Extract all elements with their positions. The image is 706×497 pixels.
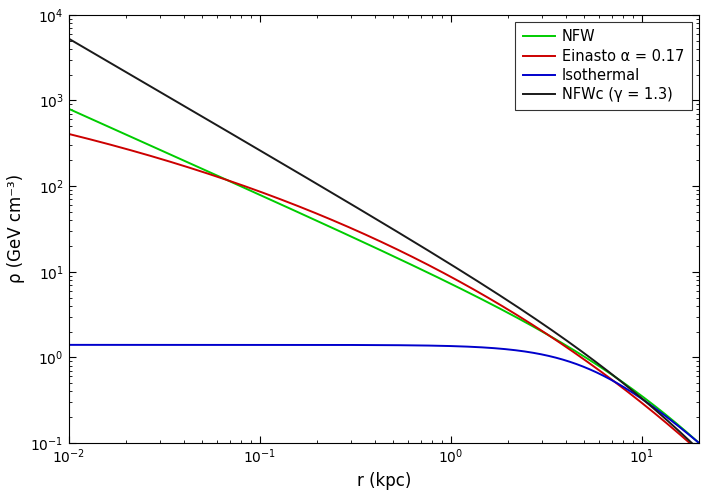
X-axis label: r (kpc): r (kpc) [357, 472, 411, 490]
NFW [371, 245, 379, 250]
Legend: NFW, Einasto α = 0.17, Isothermal, NFWc (γ = 1.3): NFW, Einasto α = 0.17, Isothermal, NFWc … [515, 22, 692, 110]
NFW [561, 342, 569, 348]
Isothermal [695, 440, 703, 446]
Line: NFW: NFW [68, 109, 699, 443]
NFWc (γ = 1.3) [676, 430, 685, 436]
NFW [695, 440, 703, 446]
NFWc (γ = 1.3) [561, 336, 569, 342]
NFWc (γ = 1.3) [676, 429, 685, 435]
Line: NFWc (γ = 1.3): NFWc (γ = 1.3) [68, 39, 699, 450]
NFWc (γ = 1.3) [97, 54, 105, 60]
Einasto α = 0.17 [561, 343, 569, 349]
NFWc (γ = 1.3) [64, 36, 73, 42]
Einasto α = 0.17 [64, 131, 73, 137]
Isothermal [371, 342, 379, 348]
Isothermal [97, 342, 105, 348]
Y-axis label: ρ (GeV cm⁻³): ρ (GeV cm⁻³) [7, 174, 25, 283]
NFWc (γ = 1.3) [695, 447, 703, 453]
Isothermal [561, 357, 569, 363]
Einasto α = 0.17 [371, 236, 379, 242]
Einasto α = 0.17 [97, 139, 105, 145]
NFW [676, 424, 685, 430]
Einasto α = 0.17 [676, 432, 685, 438]
Einasto α = 0.17 [695, 448, 703, 454]
Einasto α = 0.17 [676, 432, 685, 438]
Line: Einasto α = 0.17: Einasto α = 0.17 [68, 134, 699, 451]
Isothermal [64, 342, 73, 348]
NFW [354, 237, 363, 243]
NFWc (γ = 1.3) [354, 206, 363, 212]
NFW [97, 120, 105, 126]
Einasto α = 0.17 [354, 229, 363, 235]
Isothermal [676, 425, 685, 431]
NFW [676, 424, 685, 430]
NFWc (γ = 1.3) [371, 216, 379, 222]
Isothermal [354, 342, 363, 348]
Line: Isothermal: Isothermal [68, 345, 699, 443]
Isothermal [676, 425, 685, 431]
NFW [64, 106, 73, 112]
